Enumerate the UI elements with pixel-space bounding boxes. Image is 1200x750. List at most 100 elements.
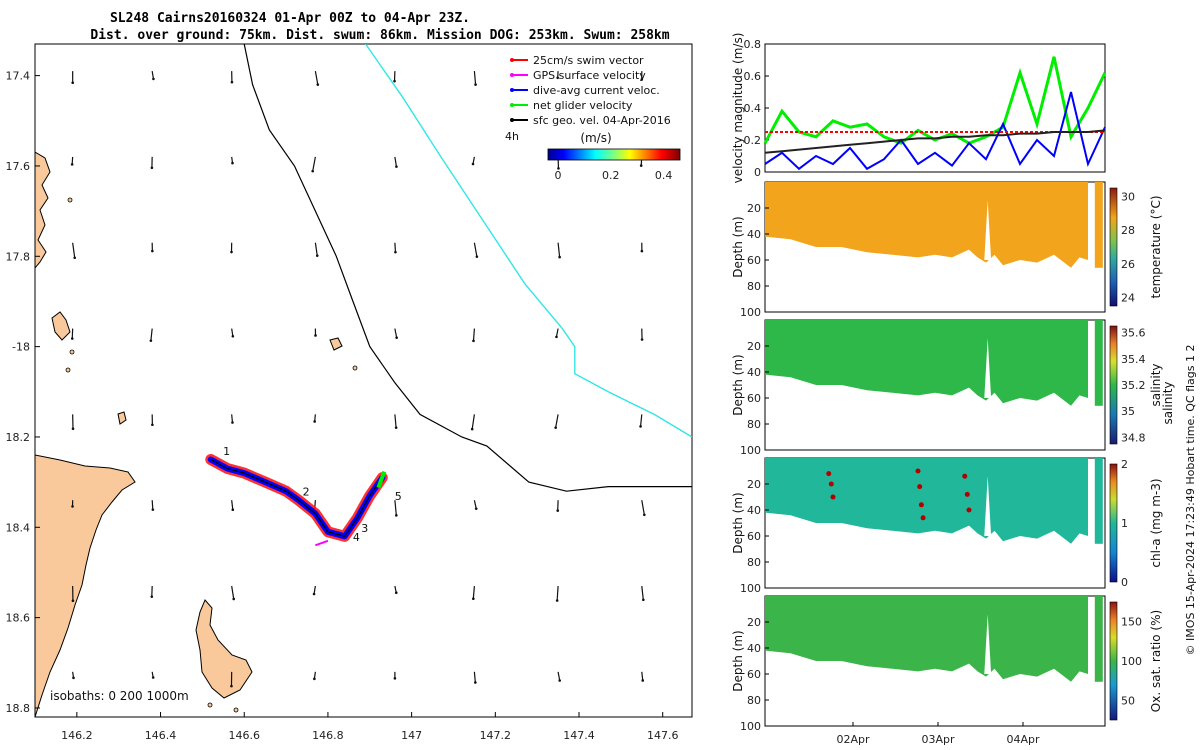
velocity-ytick-label: 0 (754, 166, 761, 179)
section-colorbar (1109, 463, 1118, 583)
geo-velocity-arrowhead (472, 339, 475, 343)
geo-velocity-arrow (473, 671, 476, 683)
colorbar-title: Ox. sat. ratio (%) (1149, 610, 1163, 712)
colorbar-tick-label: 2 (1121, 458, 1128, 471)
geo-velocity-arrowhead (73, 256, 77, 260)
island-small-1 (117, 411, 127, 425)
depth-tick-label: 80 (747, 280, 761, 293)
geo-velocity-arrow (555, 328, 559, 337)
geo-velocity-arrow (474, 716, 476, 717)
chl-high-point (962, 473, 968, 479)
section-colorbar (1109, 601, 1118, 721)
geo-velocity-arrowhead (152, 721, 155, 724)
geo-velocity-arrow (473, 242, 478, 257)
geo-velocity-arrowhead (394, 726, 397, 729)
geo-velocity-arrowhead (71, 599, 75, 603)
colorbar-tick-label: 26 (1121, 258, 1135, 271)
isobaths-label: isobaths: 0 200 1000m (50, 689, 189, 703)
geo-velocity-arrowhead (557, 167, 560, 170)
section-data-fill (765, 320, 1088, 406)
section-data-fill (765, 458, 1088, 544)
depth-tick-label: 40 (747, 228, 761, 241)
legend-label: net glider velocity (533, 99, 633, 112)
colorbar-tick-label: 35.6 (1121, 327, 1146, 340)
chlorophyll-panel: 20 40 60 80 100 Depth (m) 0 1 2 chl-a (mg m-3) (731, 457, 1163, 595)
geo-velocity-arrowhead (230, 250, 233, 254)
geo-velocity-arrowhead (70, 337, 74, 340)
section-data-gap (984, 200, 992, 260)
geo-velocity-arrowhead (640, 338, 644, 341)
section-colorbar (1109, 325, 1118, 445)
geo-velocity-arrow (231, 500, 234, 510)
geo-velocity-arrow (152, 716, 153, 717)
section-data-gap (984, 476, 992, 536)
geo-velocity-arrow (394, 500, 397, 516)
section-data-fill (765, 596, 1088, 682)
map-xtick-label: 146.8 (312, 729, 344, 742)
geo-velocity-arrowhead (558, 255, 561, 259)
depth-tick-label: 40 (747, 366, 761, 379)
islet (69, 349, 75, 355)
depth-tick-label: 20 (747, 616, 761, 629)
colorbar-tick-label: 150 (1121, 616, 1142, 629)
depth-tick-label: 60 (747, 530, 761, 543)
geo-velocity-arrow (151, 71, 155, 80)
depth-tick-label: 80 (747, 418, 761, 431)
section-data-gap (984, 338, 992, 398)
geo-velocity-arrow (557, 671, 561, 681)
temperature-panel: 20 40 60 80 100 Depth (m) 24 26 28 30 temperature … (731, 181, 1163, 319)
track-label: 3 (361, 522, 368, 535)
islet (65, 367, 71, 373)
geo-velocity-arrowhead (316, 83, 320, 86)
geo-velocity-arrow (231, 414, 234, 423)
geo-velocity-arrowhead (393, 677, 397, 680)
speed-colorbar (547, 148, 681, 161)
legend-marker (510, 73, 514, 77)
depth-axis-label: Depth (m) (731, 492, 745, 553)
geo-velocity-arrowhead (151, 423, 154, 427)
depth-tick-label: 20 (747, 340, 761, 353)
geo-velocity-arrowhead (314, 334, 317, 337)
map-xtick-label: 147.6 (647, 729, 679, 742)
island-small-2 (329, 337, 343, 351)
salinity-side-label: salinity (1161, 381, 1175, 424)
geo-velocity-arrow (231, 585, 235, 600)
colorbar-tick-label: 34.8 (1121, 431, 1146, 444)
chl-high-point (917, 484, 923, 490)
map-ytick-label: 18.2 (6, 431, 31, 444)
geo-velocity-arrow (639, 414, 643, 427)
section-data-tail (1094, 182, 1103, 268)
mainland-coast (35, 151, 51, 269)
geo-velocity-arrowhead (232, 597, 236, 601)
gps-surface-velocity-arrow (315, 539, 329, 547)
section-colorbar (1109, 187, 1118, 307)
velocity-ylabel: velocity magnitude (m/s) (731, 33, 745, 184)
depth-tick-label: 60 (747, 392, 761, 405)
depth-tick-label: 60 (747, 254, 761, 267)
geo-velocity-arrowhead (641, 679, 645, 682)
geo-velocity-arrowhead (315, 254, 319, 257)
velocity-ytick-label: 0.2 (744, 134, 762, 147)
geo-velocity-arrow (394, 414, 397, 428)
geo-velocity-arrowhead (313, 420, 316, 423)
geo-velocity-arrowhead (641, 731, 644, 734)
colorbar-tick-label: 28 (1121, 224, 1135, 237)
chl-high-point (966, 507, 972, 513)
geo-velocity-arrowhead (474, 83, 477, 86)
depth-tick-label: 80 (747, 694, 761, 707)
depth-tick-label: 100 (740, 306, 761, 319)
geo-velocity-arrowhead (640, 249, 644, 253)
velocity-ytick-label: 0.8 (744, 38, 762, 51)
geo-velocity-arrowhead (70, 163, 74, 166)
colorbar-title: salinity (1149, 363, 1163, 406)
section-data-tail (1094, 458, 1103, 544)
geo-velocity-arrowhead (149, 339, 153, 342)
depth-axis-label: Depth (m) (731, 216, 745, 277)
islet (67, 197, 73, 203)
time-tick-label: 04Apr (1006, 733, 1040, 746)
chl-high-point (828, 481, 834, 487)
geo-velocity-arrow (557, 242, 561, 258)
geo-velocity-arrowhead (395, 336, 398, 339)
